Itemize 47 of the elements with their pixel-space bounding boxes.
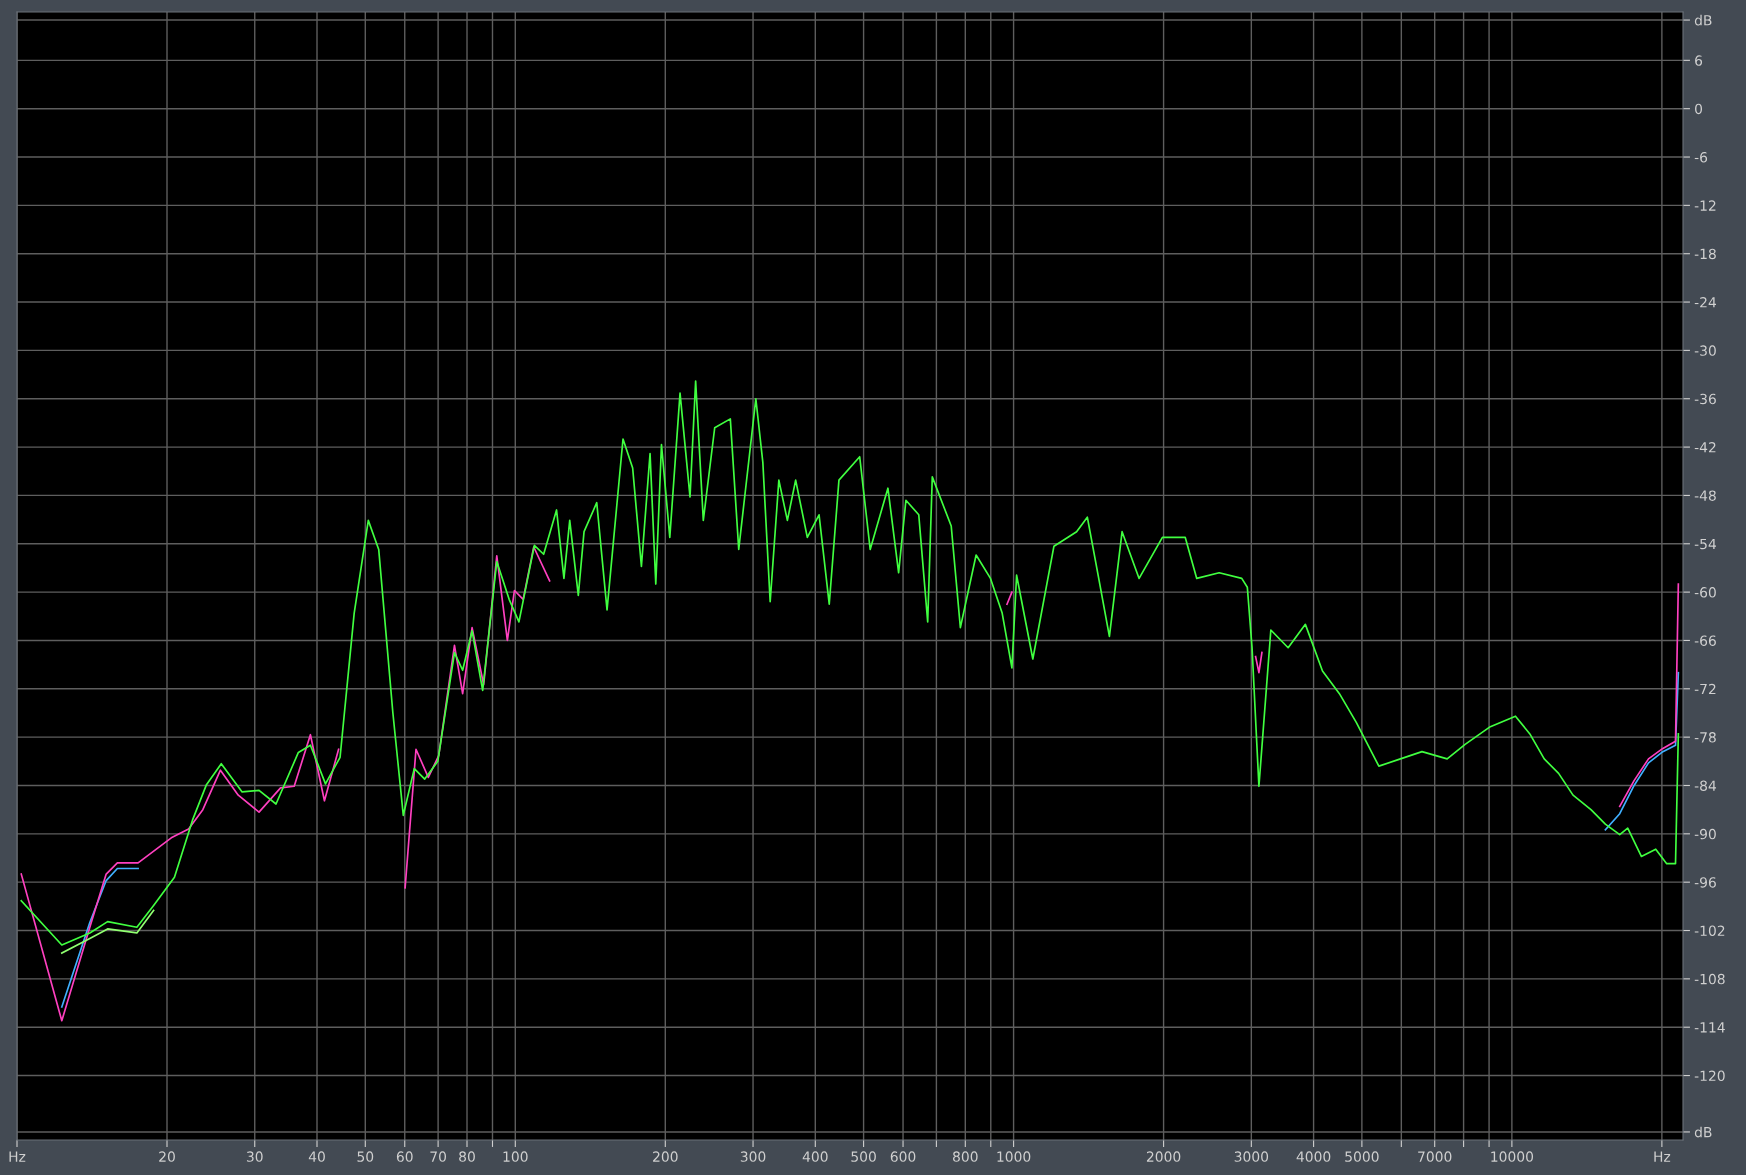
y-tick-label: -48 [1694,490,1716,501]
y-tick-label: -30 [1694,345,1716,356]
x-tick-label: 40 [308,1151,325,1162]
y-tick-label: -108 [1694,973,1725,985]
y-tick-label: -60 [1694,587,1716,598]
y-tick-label: -66 [1694,635,1716,646]
y-tick-label: -12 [1694,200,1716,211]
y-tick-label: -84 [1694,780,1717,791]
x-tick-label: 200 [653,1151,678,1162]
x-tick-label: Hz [9,1151,26,1162]
y-tick-label: -102 [1694,925,1725,936]
y-tick-label: -18 [1694,248,1716,260]
x-tick-label: 70 [430,1151,447,1162]
x-tick-label: Hz [1654,1151,1671,1162]
x-tick-label: 300 [740,1151,766,1162]
x-tick-label: 1000 [997,1151,1031,1162]
x-tick-label: 800 [952,1151,978,1162]
y-tick-label: 0 [1695,103,1703,115]
y-tick-label: -24 [1694,297,1717,308]
x-tick-label: 4000 [1296,1151,1331,1162]
y-tick-label: -78 [1694,732,1716,743]
x-tick-label: 30 [246,1151,263,1162]
x-tick-label: 500 [851,1151,876,1162]
y-tick-label: dB [1694,1126,1712,1138]
x-tick-label: 20 [159,1151,175,1162]
x-tick-label: 5000 [1345,1151,1379,1162]
x-tick-label: 10000 [1491,1151,1534,1162]
y-tick-label: -42 [1694,442,1716,453]
y-tick-label: -36 [1694,393,1716,405]
y-tick-label: 6 [1695,55,1703,66]
y-tick-label: dB [1694,14,1712,26]
y-tick-label: -6 [1694,152,1708,163]
x-tick-label: 3000 [1234,1151,1269,1162]
y-tick-label: -114 [1694,1022,1725,1033]
x-tick-label: 50 [357,1151,374,1162]
y-tick-label: -120 [1694,1070,1725,1082]
x-tick-label: 600 [890,1151,916,1162]
y-tick-label: -54 [1694,538,1717,550]
y-tick-label: -90 [1694,828,1716,840]
x-tick-label: 80 [459,1151,475,1162]
x-tick-label: 60 [396,1151,413,1162]
y-tick-label: -96 [1694,877,1716,888]
x-tick-label: 400 [802,1151,828,1162]
x-tick-label: 7000 [1418,1151,1452,1162]
x-tick-label: 2000 [1146,1151,1181,1162]
x-tick-label: 100 [503,1151,528,1162]
y-tick-label: -72 [1694,683,1716,695]
